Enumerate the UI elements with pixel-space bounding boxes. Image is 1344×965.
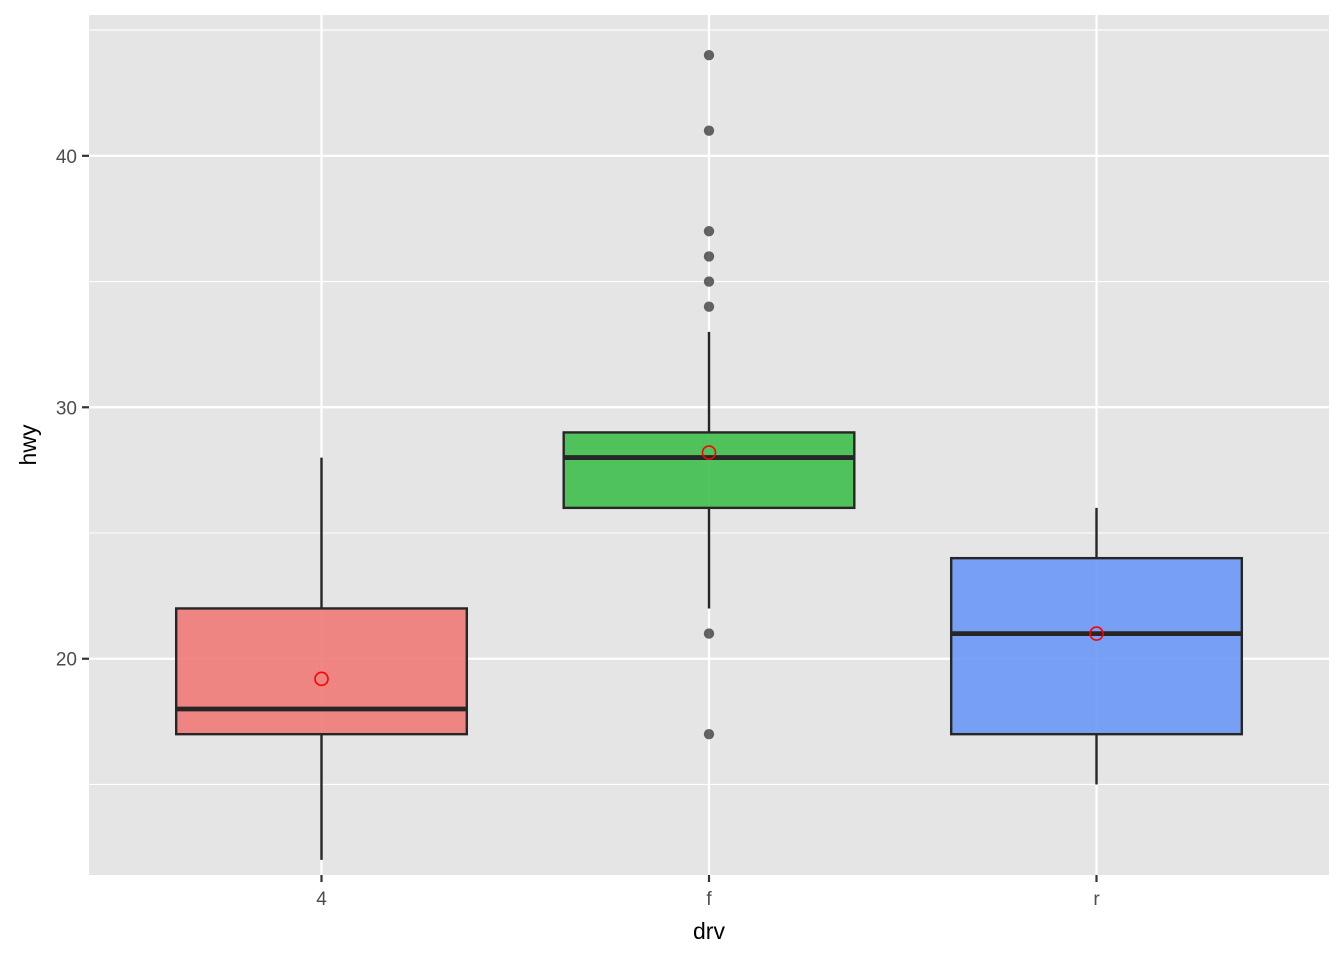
mean-marker <box>1089 626 1104 641</box>
outlier-point <box>703 50 715 61</box>
outlier-point <box>703 125 715 136</box>
box-f <box>562 50 856 740</box>
mean-marker <box>314 671 329 687</box>
x-tick-label: r <box>1093 889 1100 910</box>
x-tick-label: 4 <box>316 889 327 910</box>
box-body <box>174 607 469 736</box>
box-r <box>949 507 1244 785</box>
box-4 <box>174 457 469 860</box>
x-tick-label: f <box>706 889 712 910</box>
x-axis: 4 f r <box>316 875 1100 910</box>
y-tick-label: 30 <box>56 398 77 419</box>
outlier-point <box>703 628 715 639</box>
outlier-point <box>703 728 715 740</box>
outlier-point <box>703 276 715 287</box>
y-axis: 20 30 40 <box>56 147 89 671</box>
box-body <box>949 556 1244 736</box>
outlier-point <box>703 226 715 237</box>
box-body <box>562 431 856 510</box>
y-tick-label: 40 <box>56 147 77 168</box>
x-axis-title: drv <box>693 918 725 944</box>
outlier-point <box>703 301 715 312</box>
boxes-layer <box>174 50 1244 860</box>
y-axis-title: hwy <box>15 424 41 465</box>
outlier-point <box>703 251 715 262</box>
mean-marker <box>701 445 717 460</box>
y-tick-label: 20 <box>56 650 77 671</box>
